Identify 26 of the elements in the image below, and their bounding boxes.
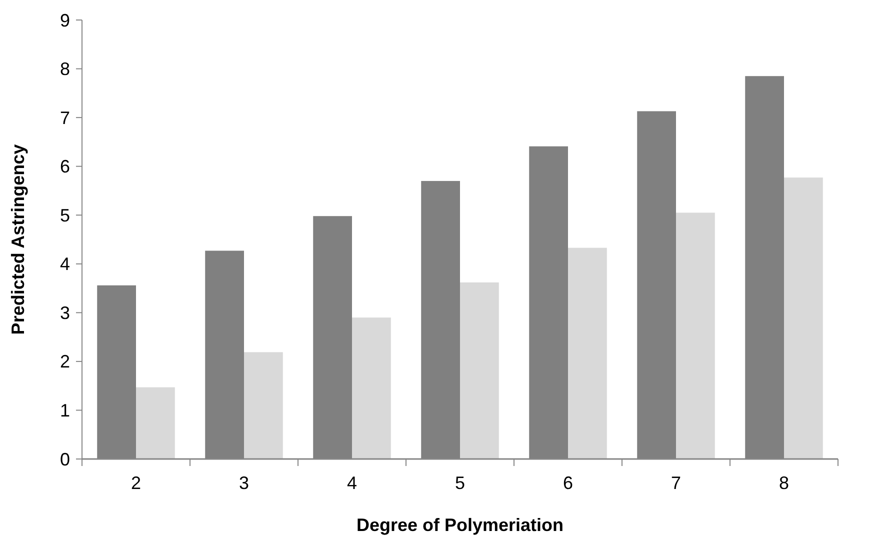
y-tick-label: 6: [60, 156, 70, 177]
bar: [352, 318, 391, 459]
y-tick-label: 7: [60, 108, 70, 128]
y-tick-label: 4: [60, 254, 70, 274]
x-tick-label: 5: [454, 473, 466, 493]
y-tick-label: 9: [60, 10, 70, 30]
y-axis-title: Predicted Astringency: [8, 144, 28, 335]
y-tick-label: 2: [60, 352, 70, 372]
x-tick-label: 8: [778, 473, 790, 493]
bar: [460, 282, 499, 459]
bar: [244, 352, 283, 459]
x-tick-label: 4: [346, 473, 358, 493]
x-tick-label: 7: [670, 473, 682, 493]
y-tick-label: 0: [60, 449, 70, 470]
x-tick-label: 3: [238, 473, 250, 493]
x-tick-label: 2: [130, 473, 142, 493]
bar: [568, 248, 607, 459]
x-axis-title: Degree of Polymeriation: [356, 515, 564, 535]
x-tick-label: 6: [562, 473, 574, 493]
bar: [676, 212, 715, 459]
y-tick-label: 1: [60, 400, 70, 421]
y-tick-label: 8: [60, 59, 70, 80]
y-tick-label: 5: [60, 205, 70, 226]
bar: [784, 178, 823, 459]
y-tick-label: 3: [60, 302, 70, 323]
bar: [136, 387, 175, 459]
